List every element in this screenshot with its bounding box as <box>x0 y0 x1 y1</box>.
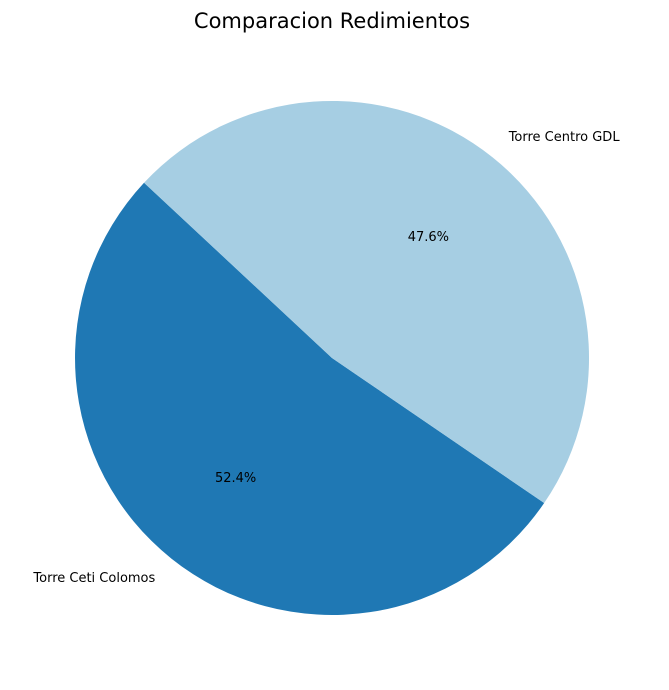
pie-slices <box>75 100 590 615</box>
slice-label-torre-ceti-colomos: Torre Ceti Colomos <box>32 571 155 586</box>
percent-label-torre-ceti-colomos: 52.4% <box>215 471 256 486</box>
pie-slice-torre-centro-gdl <box>144 100 590 504</box>
percent-label-torre-centro-gdl: 47.6% <box>408 230 449 245</box>
slice-label-torre-centro-gdl: Torre Centro GDL <box>508 130 621 145</box>
pie-labels: Torre Ceti Colomos 52.4% Torre Centro GDL 4… <box>32 130 620 586</box>
chart-title: Comparacion Redimientos <box>194 9 470 33</box>
pie-slice-torre-ceti-colomos <box>75 182 545 615</box>
